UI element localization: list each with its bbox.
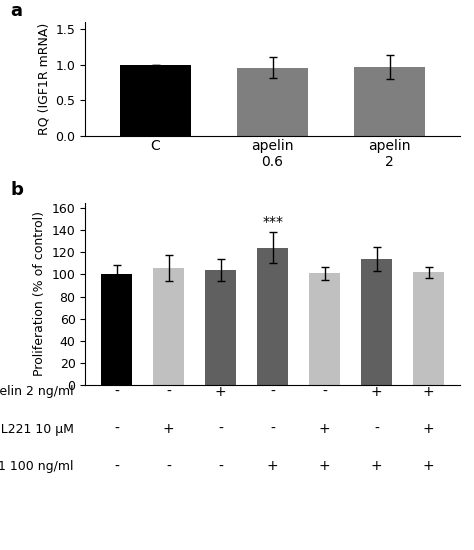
Text: -: -	[114, 459, 119, 474]
Text: -: -	[114, 422, 119, 436]
Text: +: +	[267, 459, 278, 474]
Bar	[309, 273, 340, 385]
Bar	[257, 248, 288, 385]
Text: -: -	[166, 384, 171, 399]
Text: -: -	[218, 422, 223, 436]
Text: IGF-1 100 ng/ml: IGF-1 100 ng/ml	[0, 460, 73, 473]
Bar	[153, 268, 184, 385]
Text: -: -	[374, 422, 379, 436]
Text: +: +	[423, 422, 434, 436]
Bar	[205, 270, 236, 385]
Text: a: a	[10, 2, 22, 20]
Bar	[413, 272, 444, 385]
Text: -: -	[270, 422, 275, 436]
Bar	[355, 67, 425, 136]
Text: -: -	[270, 384, 275, 399]
Text: +: +	[319, 422, 330, 436]
Text: Apelin 2 ng/ml: Apelin 2 ng/ml	[0, 385, 73, 398]
Text: +: +	[371, 384, 383, 399]
Bar	[361, 259, 392, 385]
Bar	[120, 65, 191, 136]
Text: +: +	[423, 459, 434, 474]
Text: -: -	[218, 459, 223, 474]
Text: -: -	[166, 459, 171, 474]
Text: +: +	[215, 384, 227, 399]
Text: +: +	[371, 459, 383, 474]
Text: ML221 10 μM: ML221 10 μM	[0, 422, 73, 436]
Bar	[101, 274, 132, 385]
Bar	[237, 68, 308, 136]
Text: -: -	[114, 384, 119, 399]
Y-axis label: Proliferation (% of control): Proliferation (% of control)	[33, 211, 46, 376]
Text: b: b	[10, 182, 23, 199]
Text: +: +	[163, 422, 174, 436]
Text: +: +	[319, 459, 330, 474]
Y-axis label: RQ (IGF1R mRNA): RQ (IGF1R mRNA)	[37, 23, 50, 135]
Text: -: -	[322, 384, 327, 399]
Text: +: +	[423, 384, 434, 399]
Text: ***: ***	[262, 215, 283, 229]
